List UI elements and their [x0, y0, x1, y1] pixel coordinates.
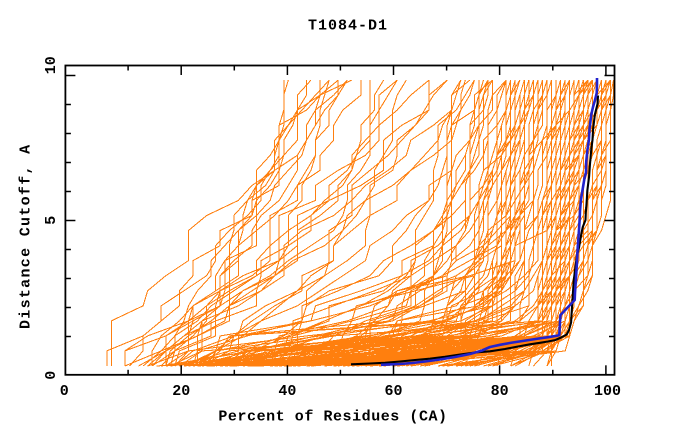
svg-text:100: 100	[594, 383, 621, 400]
svg-text:Percent of Residues (CA): Percent of Residues (CA)	[218, 409, 447, 426]
svg-text:5: 5	[43, 216, 60, 225]
svg-text:0: 0	[43, 371, 60, 380]
svg-text:10: 10	[43, 56, 60, 74]
svg-text:80: 80	[491, 383, 509, 400]
svg-text:40: 40	[278, 383, 296, 400]
svg-text:60: 60	[384, 383, 402, 400]
svg-text:20: 20	[172, 383, 190, 400]
svg-text:Distance Cutoff, A: Distance Cutoff, A	[18, 144, 35, 329]
svg-text:0: 0	[60, 383, 69, 400]
svg-text:T1084-D1: T1084-D1	[308, 18, 388, 35]
